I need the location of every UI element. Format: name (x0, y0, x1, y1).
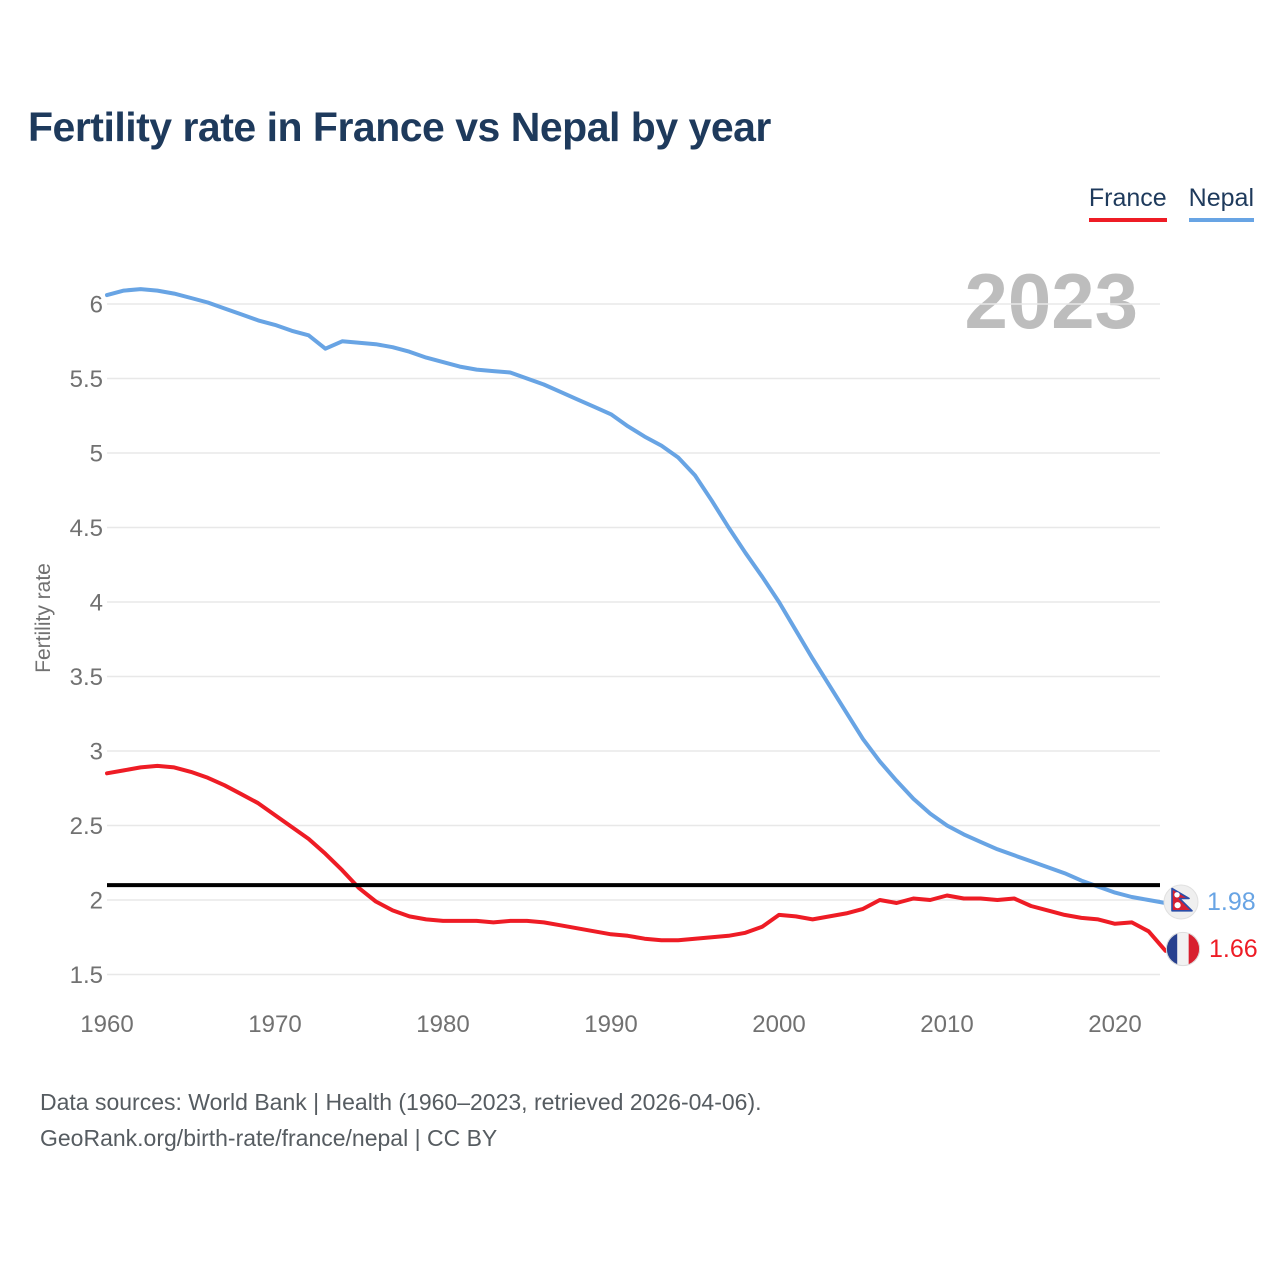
endpoint-nepal: 1.98 (1163, 884, 1256, 920)
y-tick-label: 2.5 (70, 813, 103, 840)
series-line-france[interactable] (105, 763, 1168, 953)
x-tick-label: 2020 (1088, 1011, 1141, 1038)
page-title: Fertility rate in France vs Nepal by yea… (28, 104, 771, 150)
endpoint-france: 1.66 (1165, 931, 1258, 967)
legend: France Nepal (1088, 184, 1254, 222)
y-tick-label: 6 (90, 292, 103, 319)
y-tick-label: 4 (90, 590, 103, 617)
x-tick-label: 1970 (248, 1011, 301, 1038)
x-tick-label: 1960 (80, 1011, 133, 1038)
footer: Data sources: World Bank | Health (1960–… (40, 1084, 762, 1156)
x-tick-label: 1980 (416, 1011, 469, 1038)
y-tick-label: 2 (90, 888, 103, 915)
y-tick-label: 1.5 (70, 962, 103, 989)
y-tick-label: 5 (90, 441, 103, 468)
endpoint-value-nepal: 1.98 (1207, 887, 1256, 916)
x-tick-label: 2010 (920, 1011, 973, 1038)
x-tick-label: 1990 (584, 1011, 637, 1038)
endpoint-value-france: 1.66 (1209, 934, 1258, 963)
legend-item-nepal[interactable]: Nepal (1188, 184, 1254, 222)
y-axis-title: Fertility rate (32, 563, 55, 673)
y-tick-label: 3.5 (70, 664, 103, 691)
y-tick-label: 3 (90, 739, 103, 766)
footer-sources-line: Data sources: World Bank | Health (1960–… (40, 1089, 762, 1115)
footer-attribution-line: GeoRank.org/birth-rate/france/nepal | CC… (40, 1125, 498, 1151)
x-tick-label: 2000 (752, 1011, 805, 1038)
legend-item-france[interactable]: France (1088, 184, 1167, 222)
y-tick-label: 5.5 (70, 366, 103, 393)
france-flag-icon (1165, 931, 1201, 967)
y-tick-label: 4.5 (70, 515, 103, 542)
series-line-nepal[interactable] (105, 287, 1168, 905)
nepal-flag-icon (1163, 884, 1199, 920)
watermark-year: 2023 (964, 257, 1138, 345)
